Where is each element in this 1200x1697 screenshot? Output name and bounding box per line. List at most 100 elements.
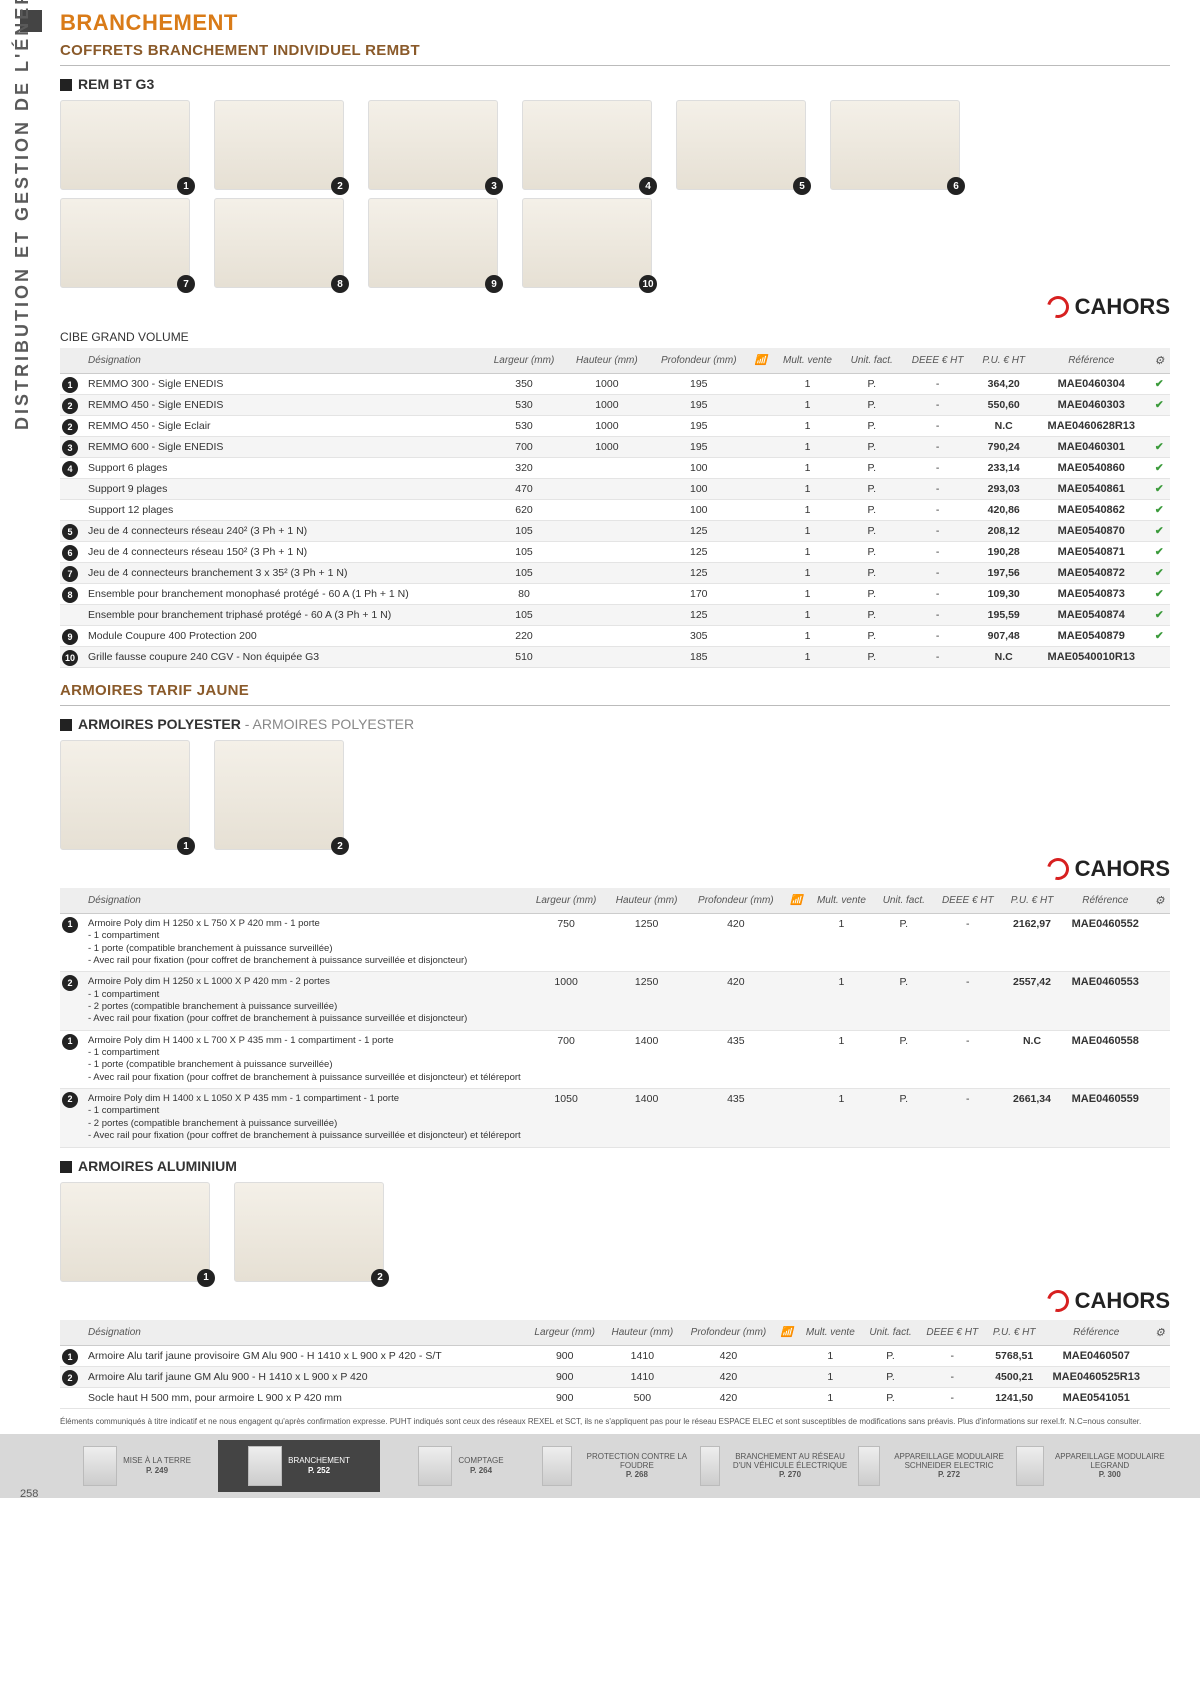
cell-deee: - bbox=[902, 605, 974, 626]
cell-check: ✔ bbox=[1149, 626, 1171, 647]
cell-hauteur: 1000 bbox=[565, 437, 649, 458]
cell-designation-text: Armoire Poly dim H 1400 x L 1050 X P 435… bbox=[88, 1093, 521, 1141]
table-row: 5Jeu de 4 connecteurs réseau 240² (3 Ph … bbox=[60, 521, 1170, 542]
cell-designation: 1Armoire Poly dim H 1250 x L 750 X P 420… bbox=[60, 914, 526, 972]
row-badge: 9 bbox=[62, 629, 78, 645]
footer-nav-item[interactable]: BRANCHEMENTP. 252 bbox=[218, 1440, 380, 1492]
footer-nav-item[interactable]: APPAREILLAGE MODULAIRE LEGRANDP. 300 bbox=[1016, 1446, 1170, 1486]
product-image: 1 bbox=[60, 100, 190, 190]
cell-designation-text: Support 9 plages bbox=[88, 483, 167, 495]
cell-profondeur: 100 bbox=[649, 500, 749, 521]
cell-check: ✔ bbox=[1149, 479, 1171, 500]
cell-wifi bbox=[775, 1387, 798, 1408]
product-image: 10 bbox=[522, 198, 652, 288]
section-armoires-poly: ARMOIRES POLYESTER - ARMOIRES POLYESTER bbox=[60, 716, 1170, 732]
col-mult-vente: Mult. vente bbox=[808, 888, 874, 914]
col-mult-vente: Mult. vente bbox=[798, 1320, 862, 1346]
cell-price: 2661,34 bbox=[1003, 1089, 1062, 1147]
table-row: Support 9 plages4701001P.-293,03MAE05408… bbox=[60, 479, 1170, 500]
image-badge: 8 bbox=[331, 275, 349, 293]
footer-nav-title: BRANCHEMENT bbox=[288, 1456, 350, 1465]
cell-largeur: 900 bbox=[526, 1366, 603, 1387]
cell-profondeur: 305 bbox=[649, 626, 749, 647]
cell-wifi bbox=[749, 479, 774, 500]
cell-check bbox=[1149, 416, 1171, 437]
cell-wifi bbox=[775, 1345, 798, 1366]
cell-largeur: 105 bbox=[483, 521, 565, 542]
cell-largeur: 620 bbox=[483, 500, 565, 521]
cell-wifi bbox=[749, 626, 774, 647]
footer-thumb bbox=[83, 1446, 117, 1486]
cog-icon bbox=[1154, 356, 1164, 367]
image-badge: 2 bbox=[371, 1269, 389, 1287]
cell-designation: 7Jeu de 4 connecteurs branchement 3 x 35… bbox=[60, 563, 483, 584]
col-hauteur: Hauteur (mm) bbox=[565, 348, 649, 374]
footer-nav-item[interactable]: MISE À LA TERREP. 249 bbox=[60, 1446, 214, 1486]
cell-hauteur bbox=[565, 584, 649, 605]
footer-nav-item[interactable]: APPAREILLAGE MODULAIRE SCHNEIDER ELECTRI… bbox=[858, 1446, 1012, 1486]
cell-designation: 1REMMO 300 - Sigle ENEDIS bbox=[60, 374, 483, 395]
cell-largeur: 700 bbox=[483, 437, 565, 458]
row-badge: 6 bbox=[62, 545, 78, 561]
cell-mult-vente: 1 bbox=[798, 1387, 862, 1408]
cell-hauteur bbox=[565, 647, 649, 668]
cell-deee: - bbox=[902, 563, 974, 584]
brand-text: CAHORS bbox=[1075, 1288, 1170, 1314]
cell-mult-vente: 1 bbox=[773, 584, 841, 605]
cell-largeur: 105 bbox=[483, 563, 565, 584]
table-row: 7Jeu de 4 connecteurs branchement 3 x 35… bbox=[60, 563, 1170, 584]
table-header-row: Désignation Largeur (mm) Hauteur (mm) Pr… bbox=[60, 1320, 1170, 1346]
col-reference: Référence bbox=[1034, 348, 1148, 374]
cell-hauteur: 1000 bbox=[565, 395, 649, 416]
footer-thumb bbox=[418, 1446, 452, 1486]
product-image: 8 bbox=[214, 198, 344, 288]
cell-largeur: 530 bbox=[483, 416, 565, 437]
col-largeur: Largeur (mm) bbox=[526, 888, 606, 914]
cell-profondeur: 420 bbox=[682, 1387, 776, 1408]
footer-nav-page: P. 249 bbox=[123, 1466, 191, 1475]
footer-nav-item[interactable]: BRANCHEMENT AU RÉSEAU D'UN VÉHICULE ÉLEC… bbox=[700, 1446, 854, 1486]
footer-nav-item[interactable]: PROTECTION CONTRE LA FOUDREP. 268 bbox=[542, 1446, 696, 1486]
cell-designation-text: Armoire Poly dim H 1400 x L 700 X P 435 … bbox=[88, 1035, 521, 1083]
image-badge: 1 bbox=[197, 1269, 215, 1287]
cell-unit-fact: P. bbox=[862, 1366, 918, 1387]
product-image: 2 bbox=[214, 100, 344, 190]
cell-reference: MAE0540862 bbox=[1034, 500, 1148, 521]
cell-reference: MAE0460552 bbox=[1061, 914, 1149, 972]
cell-wifi bbox=[749, 374, 774, 395]
cell-profondeur: 420 bbox=[687, 972, 784, 1030]
cell-wifi bbox=[749, 416, 774, 437]
row-badge: 2 bbox=[62, 1370, 78, 1386]
image-badge: 10 bbox=[639, 275, 657, 293]
cell-unit-fact: P. bbox=[842, 479, 902, 500]
cell-price: 550,60 bbox=[973, 395, 1034, 416]
col-designation: Désignation bbox=[60, 1320, 526, 1346]
cell-check: ✔ bbox=[1149, 542, 1171, 563]
col-wifi bbox=[784, 888, 808, 914]
footer-nav-page: P. 272 bbox=[886, 1470, 1012, 1479]
cell-wifi bbox=[784, 1030, 808, 1088]
cell-hauteur: 500 bbox=[603, 1387, 681, 1408]
cell-deee: - bbox=[902, 437, 974, 458]
product-image-row-2: 7 8 9 10 bbox=[60, 198, 1170, 288]
cell-designation: 2Armoire Poly dim H 1400 x L 1050 X P 43… bbox=[60, 1089, 526, 1147]
cog-icon bbox=[1155, 1328, 1165, 1339]
cell-deee: - bbox=[902, 542, 974, 563]
cell-deee: - bbox=[902, 647, 974, 668]
cell-mult-vente: 1 bbox=[773, 458, 841, 479]
cell-designation-text: Jeu de 4 connecteurs réseau 240² (3 Ph +… bbox=[88, 525, 307, 537]
row-badge: 1 bbox=[62, 917, 78, 933]
cell-price: 208,12 bbox=[973, 521, 1034, 542]
product-image-row-alu: 1 2 bbox=[60, 1182, 1170, 1282]
cell-price: 109,30 bbox=[973, 584, 1034, 605]
cell-largeur: 320 bbox=[483, 458, 565, 479]
cell-designation-text: Jeu de 4 connecteurs branchement 3 x 35²… bbox=[88, 567, 347, 579]
cell-designation: 5Jeu de 4 connecteurs réseau 240² (3 Ph … bbox=[60, 521, 483, 542]
table-row: Ensemble pour branchement triphasé proté… bbox=[60, 605, 1170, 626]
footer-nav-title: COMPTAGE bbox=[458, 1456, 503, 1465]
image-badge: 2 bbox=[331, 177, 349, 195]
cell-hauteur: 1410 bbox=[603, 1345, 681, 1366]
col-profondeur: Profondeur (mm) bbox=[682, 1320, 776, 1346]
cell-deee: - bbox=[902, 458, 974, 479]
footer-nav-item[interactable]: COMPTAGEP. 264 bbox=[384, 1446, 538, 1486]
